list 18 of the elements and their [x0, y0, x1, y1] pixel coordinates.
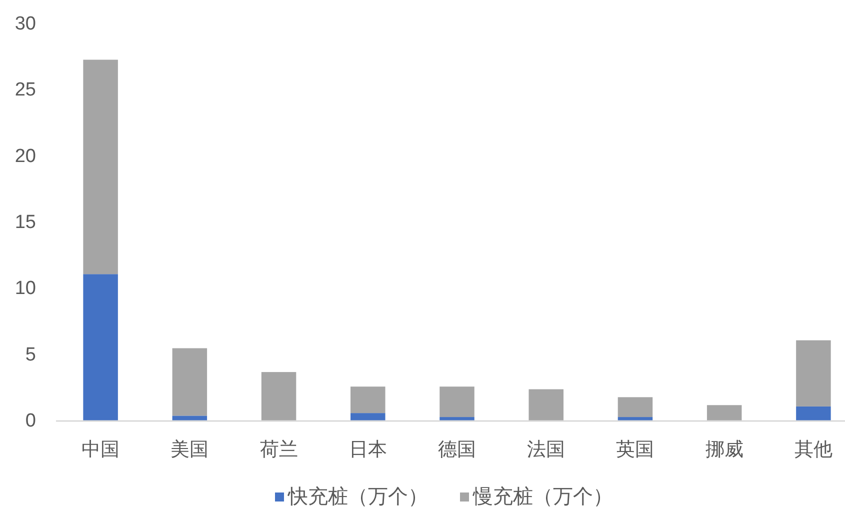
legend-label: 慢充桩（万个）	[473, 486, 613, 508]
y-tick-label: 10	[14, 278, 36, 300]
y-tick-label: 30	[14, 14, 36, 34]
x-tick-label: 挪威	[705, 440, 744, 460]
y-tick-label: 25	[14, 80, 36, 101]
legend-label: 快充桩（万个）	[288, 486, 428, 508]
x-tick-label: 德国	[438, 440, 476, 460]
x-tick-label: 其他	[794, 440, 832, 460]
y-tick-label: 15	[14, 212, 36, 233]
x-tick-label: 日本	[348, 440, 387, 460]
x-tick-label: 法国	[527, 440, 566, 460]
x-tick-label: 美国	[170, 440, 209, 460]
x-tick-label: 中国	[82, 440, 120, 460]
y-tick-label: 20	[14, 146, 36, 167]
y-tick-label: 0	[25, 410, 36, 432]
x-tick-label: 英国	[616, 440, 654, 460]
x-tick-label: 荷兰	[260, 440, 298, 460]
y-tick-label: 5	[25, 344, 36, 366]
